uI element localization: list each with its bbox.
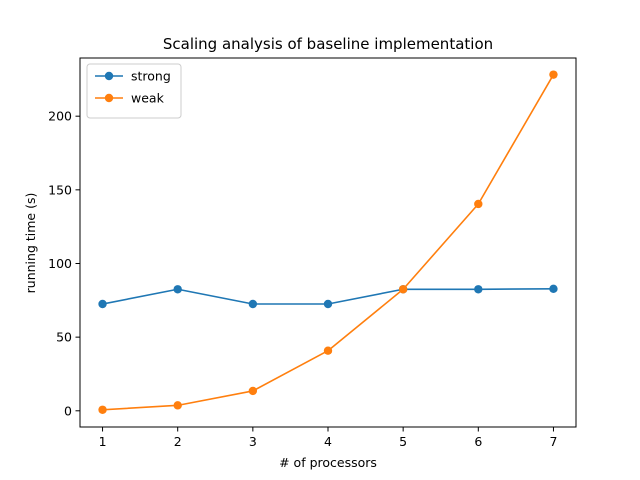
- x-tick-label: 7: [549, 434, 557, 449]
- data-point-strong-4: [323, 299, 333, 309]
- legend-item-weak: weak: [95, 91, 165, 106]
- x-tick-label: 1: [99, 434, 107, 449]
- data-point-weak-3: [248, 386, 258, 396]
- data-point-strong-3: [248, 299, 258, 309]
- data-point-strong-2: [173, 285, 182, 294]
- x-tick-label: 2: [174, 434, 182, 449]
- data-point-strong-1: [98, 299, 107, 309]
- data-point-weak-2: [173, 401, 182, 410]
- y-tick-label: 200: [48, 109, 72, 124]
- y-tick-label: 50: [56, 330, 72, 345]
- data-point-strong-7: [549, 284, 558, 294]
- legend-label-strong: strong: [131, 69, 171, 84]
- x-tick-label: 6: [474, 434, 482, 449]
- data-point-weak-1: [98, 405, 107, 414]
- legend-marker-strong: [104, 71, 114, 81]
- legend: strong weak: [86, 63, 182, 119]
- x-tick-label: 3: [249, 434, 257, 449]
- axes: 1 2 3 4 5 6 7 0 50 100 150 200: [48, 57, 577, 449]
- plot-area: [98, 70, 558, 414]
- data-point-weak-7: [549, 70, 558, 79]
- series-weak: [98, 70, 558, 414]
- data-point-weak-5: [398, 285, 408, 294]
- y-axis-label: running time (s): [23, 193, 38, 294]
- legend-marker-weak: [104, 93, 114, 103]
- chart-title: Scaling analysis of baseline implementat…: [163, 35, 493, 53]
- y-tick-label: 0: [64, 403, 72, 418]
- y-tick-label: 100: [48, 256, 72, 271]
- legend-label-weak: weak: [131, 91, 165, 106]
- x-tick-label: 5: [399, 434, 407, 449]
- data-point-weak-4: [323, 346, 333, 355]
- x-tick-label: 4: [324, 434, 332, 449]
- data-point-weak-6: [474, 199, 483, 209]
- y-tick-label: 150: [48, 182, 72, 197]
- data-point-strong-6: [474, 285, 483, 294]
- legend-item-strong: strong: [95, 69, 171, 84]
- x-axis-label: # of processors: [279, 455, 377, 470]
